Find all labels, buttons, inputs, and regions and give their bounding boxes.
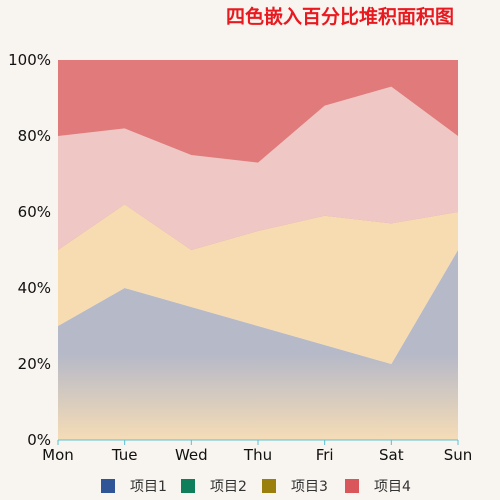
x-tick-label: Tue bbox=[111, 446, 138, 464]
legend-swatch bbox=[181, 479, 195, 493]
legend-label: 项目2 bbox=[210, 479, 247, 495]
x-tick-label: Fri bbox=[316, 446, 334, 464]
y-tick-label: 60% bbox=[18, 203, 51, 221]
legend-item[interactable]: 项目1 bbox=[101, 479, 167, 495]
legend[interactable]: 项目1 项目2 项目3 项目4 bbox=[101, 479, 411, 495]
legend-label: 项目3 bbox=[291, 479, 328, 495]
legend-label: 项目4 bbox=[374, 479, 411, 495]
y-tick-label: 80% bbox=[18, 127, 51, 145]
x-tick-label: Sat bbox=[379, 446, 404, 464]
x-tick-label: Wed bbox=[175, 446, 208, 464]
x-tick-label: Thu bbox=[243, 446, 272, 464]
legend-swatch bbox=[101, 479, 115, 493]
axis-layer: 0% 20% 40% 60% 80% 100% Mon Tue Wed Thu Fri Sat Sun bbox=[8, 51, 472, 464]
legend-label: 项目1 bbox=[130, 479, 167, 495]
legend-swatch bbox=[345, 479, 359, 493]
legend-item[interactable]: 项目3 bbox=[262, 479, 328, 495]
legend-swatch bbox=[262, 479, 276, 493]
chart-title: 四色嵌入百分比堆积面积图 bbox=[225, 6, 454, 28]
area-series-1 bbox=[58, 250, 458, 440]
area-series-4-light-band bbox=[58, 86, 458, 250]
y-tick-label: 0% bbox=[27, 431, 51, 449]
x-tick-label: Sun bbox=[444, 446, 473, 464]
legend-item[interactable]: 项目2 bbox=[181, 479, 247, 495]
legend-item[interactable]: 项目4 bbox=[345, 479, 411, 495]
areas-layer bbox=[58, 60, 458, 440]
area-series-3 bbox=[58, 204, 458, 364]
y-tick-label: 100% bbox=[8, 51, 51, 69]
x-tick-label: Mon bbox=[42, 446, 74, 464]
y-tick-label: 40% bbox=[18, 279, 51, 297]
y-tick-label: 20% bbox=[18, 355, 51, 373]
